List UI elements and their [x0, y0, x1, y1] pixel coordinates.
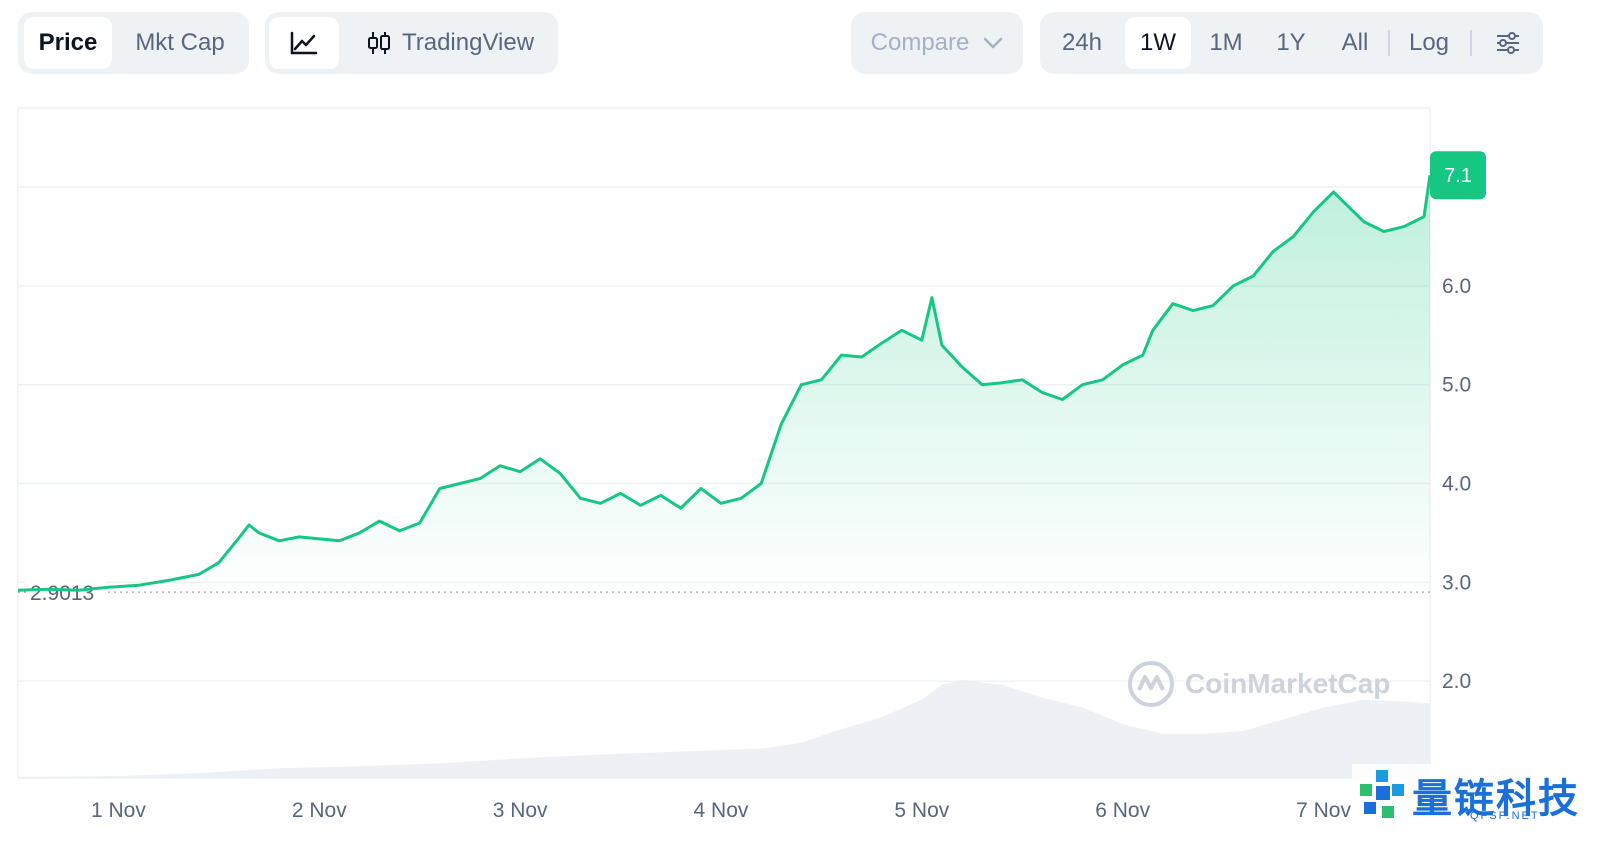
x-tick-label: 1 Nov [91, 799, 146, 822]
chevron-down-icon [984, 37, 1003, 49]
x-tick-label: 6 Nov [1095, 799, 1150, 822]
range-1m-button[interactable]: 1M [1209, 29, 1243, 56]
coinmarketcap-watermark: CoinMarketCap [1127, 660, 1390, 708]
mktcap-tab[interactable]: Mkt Cap [135, 29, 225, 56]
qf-logo-icon [1360, 770, 1404, 818]
y-tick-label: 2.0 [1442, 670, 1471, 693]
qf-logo-subtext: QFSP.NET [1470, 810, 1540, 822]
compare-dropdown[interactable]: Compare [851, 12, 1023, 74]
range-1w-button[interactable]: 1W [1125, 17, 1191, 69]
time-range-toggle: 24h 1W 1M 1Y All Log [1040, 12, 1543, 74]
volume-area [18, 680, 1430, 778]
current-price-badge: 7.1 [1430, 151, 1486, 200]
price-tab[interactable]: Price [24, 17, 112, 69]
line-chart-button[interactable] [269, 17, 339, 69]
compare-label: Compare [870, 29, 970, 56]
x-axis: 1 Nov 2 Nov 3 Nov 4 Nov 5 Nov 6 Nov 7 Nov [91, 799, 1351, 822]
price-chart-svg: 2.9013 6.0 5.0 4.0 3.0 2.0 1 Nov 2 Nov 3 Nov 4 … [17, 107, 1486, 822]
price-chart[interactable]: 2.9013 6.0 5.0 4.0 3.0 2.0 1 Nov 2 Nov 3 Nov 4 … [0, 100, 1604, 842]
x-tick-label: 7 Nov [1296, 799, 1351, 822]
x-tick-label: 2 Nov [292, 799, 347, 822]
current-price-badge-bg [1430, 151, 1486, 200]
range-24h-button[interactable]: 24h [1061, 29, 1103, 56]
sliders-icon [1497, 32, 1519, 54]
corner-logo: 量链科技 QFSP.NET [1352, 764, 1604, 842]
log-scale-button[interactable]: Log [1408, 29, 1450, 56]
chart-settings-button[interactable] [1480, 17, 1536, 69]
price-area-fill [18, 175, 1430, 593]
settings-divider [1470, 30, 1472, 56]
base-price-label: 2.9013 [30, 582, 94, 605]
candlestick-icon [367, 32, 390, 54]
price-line-path [17, 174, 1432, 592]
chart-type-toggle: TradingView [265, 12, 558, 74]
x-tick-label: 4 Nov [694, 799, 749, 822]
line-chart-icon [290, 31, 318, 55]
y-tick-label: 6.0 [1442, 275, 1471, 298]
coinmarketcap-logo-icon [1128, 661, 1174, 707]
tradingview-button[interactable]: TradingView [345, 17, 555, 69]
x-tick-label: 3 Nov [493, 799, 548, 822]
price-area [18, 175, 1430, 593]
range-1y-button[interactable]: 1Y [1276, 29, 1306, 56]
tradingview-label: TradingView [401, 29, 535, 56]
x-tick-label: 5 Nov [894, 799, 949, 822]
y-tick-label: 4.0 [1442, 473, 1471, 496]
y-tick-label: 3.0 [1442, 571, 1471, 594]
y-tick-label: 5.0 [1442, 374, 1471, 397]
watermark-text: CoinMarketCap [1185, 668, 1391, 699]
volume-shape [18, 680, 1430, 778]
price-line [17, 174, 1432, 592]
y-axis: 6.0 5.0 4.0 3.0 2.0 [1442, 275, 1471, 693]
range-divider [1388, 30, 1390, 56]
range-all-button[interactable]: All [1341, 29, 1369, 56]
qf-logo-text: 量链科技 [1412, 776, 1580, 822]
metric-toggle: Price Mkt Cap [18, 12, 249, 74]
current-price-label: 7.1 [1444, 165, 1472, 187]
